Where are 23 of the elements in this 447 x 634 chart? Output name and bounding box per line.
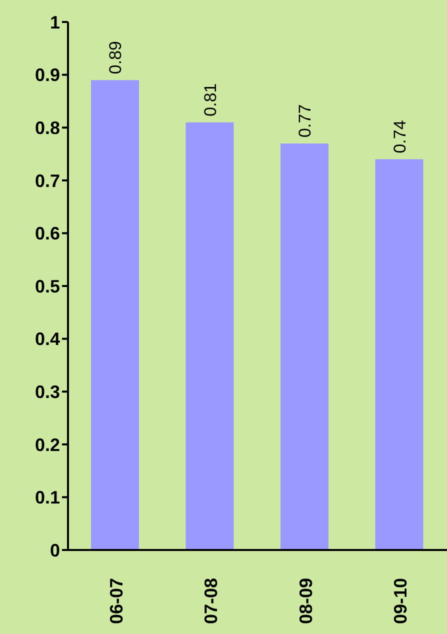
y-tick-label: 0.9 xyxy=(34,65,60,86)
y-tick-label: 0.5 xyxy=(34,276,60,296)
data-label: 0.81 xyxy=(200,83,220,116)
x-tick-label: 06-07 xyxy=(106,578,126,624)
y-tick-label: 0.4 xyxy=(34,329,60,350)
y-tick-label: 0.6 xyxy=(34,224,60,244)
bar xyxy=(280,143,328,550)
x-tick-label: 07-08 xyxy=(201,578,222,624)
y-tick-label: 0.3 xyxy=(34,382,60,402)
y-tick-label: 1 xyxy=(50,12,60,32)
y-tick-label: 0.2 xyxy=(34,434,60,455)
y-tick-label: 0 xyxy=(50,540,60,560)
bar xyxy=(186,122,234,550)
y-tick-label: 0.8 xyxy=(34,118,60,138)
bar xyxy=(375,159,424,550)
data-label: 0.77 xyxy=(296,104,314,138)
bar xyxy=(91,80,139,550)
x-tick-label: 09-10 xyxy=(390,578,411,624)
x-tick-label: 08-09 xyxy=(296,578,316,624)
y-tick-label: 0.7 xyxy=(34,170,60,191)
data-label: 0.89 xyxy=(106,40,125,74)
y-tick-label: 0.1 xyxy=(34,488,60,508)
data-label: 0.74 xyxy=(390,120,410,154)
